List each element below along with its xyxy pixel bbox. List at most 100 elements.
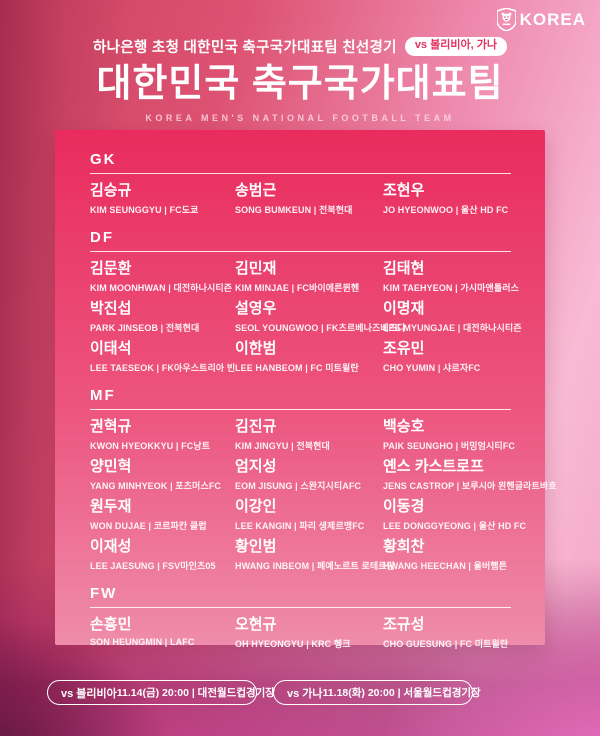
player-name: 양민혁 xyxy=(90,458,132,475)
poster-title: 대한민국 축구국가대표팀 xyxy=(96,63,504,105)
roster-section-mf: MF 권혁규 KWON HYEOKKYU | FC낭트 김진규 KIM JINGYU |… xyxy=(90,387,557,572)
player-cell: 오현규 OH HYEONGYU | KRC 헹크 xyxy=(235,616,383,650)
player-name: 송범근 xyxy=(235,182,277,199)
player-cell: 황희찬 HWANG HEECHAN | 울버햄튼 xyxy=(383,538,557,572)
player-cell: 이강인 LEE KANGIN | 파리 생제르맹FC xyxy=(235,498,383,532)
player-name: 박진섭 xyxy=(90,300,132,317)
player-name: 이태석 xyxy=(90,340,132,357)
player-cell: 옌스 카스트로프 JENS CASTROP | 보루시아 묀헨글라트바흐 xyxy=(383,458,557,492)
player-cell: 이한범 LEE HANBEOM | FC 미트윌란 xyxy=(235,340,383,374)
player-club: CHO GUESUNG | FC 미트윌란 xyxy=(383,639,509,649)
player-name: 이명재 xyxy=(383,300,425,317)
player-name: 김민재 xyxy=(235,260,277,277)
player-club: HWANG HEECHAN | 울버햄튼 xyxy=(383,561,508,571)
match-detail: 11.14(금) 20:00 | 대전월드컵경기장 xyxy=(116,687,275,699)
player-cell: 설영우 SEOL YOUNGWOO | FK츠르베나즈베즈다 xyxy=(235,300,406,334)
roster-section-df: DF 김문환 KIM MOONHWAN | 대전하나시티즌 김민재 KIM MINJAE… xyxy=(90,229,522,374)
player-cell: 조규성 CHO GUESUNG | FC 미트윌란 xyxy=(383,616,511,650)
player-club: LEE HANBEOM | FC 미트윌란 xyxy=(235,363,359,373)
player-cell: 이태석 LEE TAESEOK | FK아우스트리아 빈 xyxy=(90,340,235,374)
player-club: PAIK SEUNGHO | 버밍엄시티FC xyxy=(383,441,515,451)
player-name: 원두재 xyxy=(90,498,132,515)
logo-text: KOREA xyxy=(519,9,586,29)
player-name: 김태현 xyxy=(383,260,425,277)
player-club: LEE KANGIN | 파리 생제르맹FC xyxy=(235,521,365,531)
poster-subtitle: KOREA MEN'S NATIONAL FOOTBALL TEAM xyxy=(145,112,455,123)
player-grid: 권혁규 KWON HYEOKKYU | FC낭트 김진규 KIM JINGYU | 전… xyxy=(90,418,557,572)
player-name: 오현규 xyxy=(235,616,277,633)
player-name: 김승규 xyxy=(90,182,132,199)
match-opponent: vs 가나 xyxy=(287,687,323,700)
player-grid: 김승규 KIM SEUNGGYU | FC도쿄 송범근 SONG BUMKEUN | … xyxy=(90,182,511,216)
player-name: 이한범 xyxy=(235,340,277,357)
player-cell: 이동경 LEE DONGGYEONG | 울산 HD FC xyxy=(383,498,557,532)
player-cell: 김승규 KIM SEUNGGYU | FC도쿄 xyxy=(90,182,235,216)
player-club: KIM JINGYU | 전북현대 xyxy=(235,441,330,451)
player-club: LEE JAESUNG | FSV마인츠05 xyxy=(90,561,216,571)
player-club: KWON HYEOKKYU | FC낭트 xyxy=(90,441,211,451)
player-name: 황인범 xyxy=(235,538,277,555)
player-cell: 김민재 KIM MINJAE | FC바이에른뮌헨 xyxy=(235,260,383,294)
player-name: 이강인 xyxy=(235,498,277,515)
player-club: SON HEUNGMIN | LAFC xyxy=(90,637,195,647)
player-club: KIM SEUNGGYU | FC도쿄 xyxy=(90,205,199,215)
player-club: WON DUJAE | 코르파칸 클럽 xyxy=(90,521,207,531)
player-name: 옌스 카스트로프 xyxy=(383,458,484,475)
player-cell: 엄지성 EOM JISUNG | 스완지시티AFC xyxy=(235,458,383,492)
player-cell: 손흥민 SON HEUNGMIN | LAFC xyxy=(90,616,235,650)
player-club: JO HYEONWOO | 울산 HD FC xyxy=(383,205,509,215)
player-grid: 손흥민 SON HEUNGMIN | LAFC 오현규 OH HYEONGYU | K… xyxy=(90,616,511,650)
player-name: 설영우 xyxy=(235,300,277,317)
player-club: JENS CASTROP | 보루시아 묀헨글라트바흐 xyxy=(383,481,557,491)
player-name: 권혁규 xyxy=(90,418,132,435)
player-club: KIM TAEHYEON | 가시마앤틀러스 xyxy=(383,283,520,293)
player-name: 엄지성 xyxy=(235,458,277,475)
player-name: 이재성 xyxy=(90,538,132,555)
player-name: 백승호 xyxy=(383,418,425,435)
player-cell: 박진섭 PARK JINSEOB | 전북현대 xyxy=(90,300,235,334)
player-name: 황희찬 xyxy=(383,538,425,555)
player-cell: 원두재 WON DUJAE | 코르파칸 클럽 xyxy=(90,498,235,532)
section-label: DF xyxy=(90,229,511,252)
player-name: 조유민 xyxy=(383,340,425,357)
player-cell: 양민혁 YANG MINHYEOK | 포츠머스FC xyxy=(90,458,235,492)
roster-section-gk: GK 김승규 KIM SEUNGGYU | FC도쿄 송범근 SONG BUMKEUN … xyxy=(90,151,511,216)
player-name: 김문환 xyxy=(90,260,132,277)
player-cell: 김문환 KIM MOONHWAN | 대전하나시티즌 xyxy=(90,260,235,294)
player-club: YANG MINHYEOK | 포츠머스FC xyxy=(90,481,222,491)
player-club: SEOL YOUNGWOO | FK츠르베나즈베즈다 xyxy=(235,323,406,333)
player-club: LEE TAESEOK | FK아우스트리아 빈 xyxy=(90,363,236,373)
poster-header: 하나은행 초청 대한민국 축구국가대표팀 친선경기 vs 볼리비아, 가나 대한… xyxy=(0,36,600,123)
opponents-badge: vs 볼리비아, 가나 xyxy=(404,37,507,56)
match-detail: 11.18(화) 20:00 | 서울월드컵경기장 xyxy=(322,687,481,699)
section-label: FW xyxy=(90,585,511,608)
player-cell: 백승호 PAIK SEUNGHO | 버밍엄시티FC xyxy=(383,418,557,452)
player-club: EOM JISUNG | 스완지시티AFC xyxy=(235,481,362,491)
korea-logo: KOREA xyxy=(496,8,586,31)
player-name: 조규성 xyxy=(383,616,425,633)
player-cell: 송범근 SONG BUMKEUN | 전북현대 xyxy=(235,182,383,216)
tiger-emblem-icon xyxy=(496,8,516,31)
section-label: MF xyxy=(90,387,511,410)
roster-section-fw: FW 손흥민 SON HEUNGMIN | LAFC 오현규 OH HYEONGYU |… xyxy=(90,585,511,650)
roster-card: GK 김승규 KIM SEUNGGYU | FC도쿄 송범근 SONG BUMKEUN … xyxy=(55,130,557,649)
player-club: LEE MYUNGJAE | 대전하나시티즌 xyxy=(383,323,522,333)
player-name: 조현우 xyxy=(383,182,425,199)
player-cell: 권혁규 KWON HYEOKKYU | FC낭트 xyxy=(90,418,235,452)
player-cell: 이재성 LEE JAESUNG | FSV마인츠05 xyxy=(90,538,235,572)
player-cell: 조현우 JO HYEONWOO | 울산 HD FC xyxy=(383,182,511,216)
player-name: 손흥민 xyxy=(90,616,132,633)
player-club: KIM MOONHWAN | 대전하나시티즌 xyxy=(90,283,233,293)
player-cell: 김태현 KIM TAEHYEON | 가시마앤틀러스 xyxy=(383,260,522,294)
player-club: LEE DONGGYEONG | 울산 HD FC xyxy=(383,521,527,531)
match-info-ghana: vs 가나 11.18(화) 20:00 | 서울월드컵경기장 xyxy=(273,680,481,705)
player-club: OH HYEONGYU | KRC 헹크 xyxy=(235,639,351,649)
player-cell: 조유민 CHO YUMIN | 샤르자FC xyxy=(383,340,522,374)
player-grid: 김문환 KIM MOONHWAN | 대전하나시티즌 김민재 KIM MINJAE |… xyxy=(90,260,522,374)
player-name: 김진규 xyxy=(235,418,277,435)
player-club: KIM MINJAE | FC바이에른뮌헨 xyxy=(235,283,360,293)
player-name: 이동경 xyxy=(383,498,425,515)
player-cell: 이명재 LEE MYUNGJAE | 대전하나시티즌 xyxy=(383,300,522,334)
player-club: SONG BUMKEUN | 전북현대 xyxy=(235,205,353,215)
